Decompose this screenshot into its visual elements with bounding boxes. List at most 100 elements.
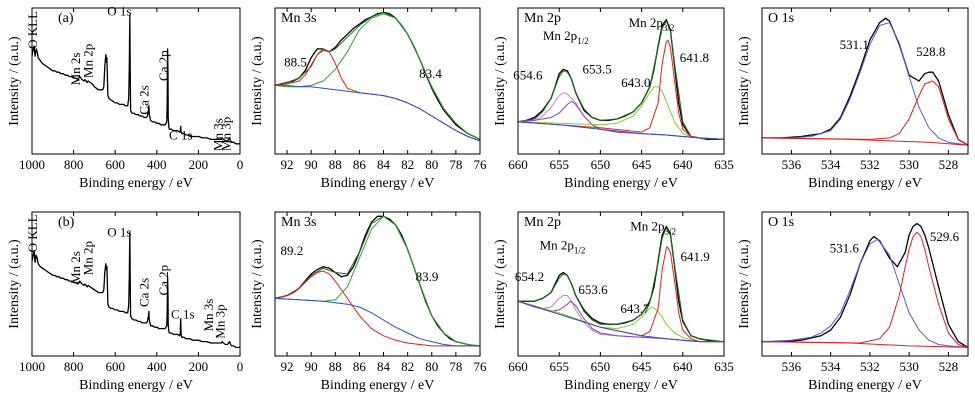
x-tick-label: 200 (189, 157, 209, 172)
x-tick-label: 90 (305, 359, 318, 374)
x-tick-label: 532 (860, 359, 880, 374)
panel-letter: (b) (58, 215, 75, 230)
x-tick-label: 600 (105, 359, 125, 374)
x-axis-label: Binding energy / eV (321, 378, 435, 393)
peak-label: Mn 2p (80, 241, 95, 275)
x-tick-label: 82 (401, 359, 414, 374)
x-tick-label: 800 (64, 157, 84, 172)
x-tick-label: 86 (353, 157, 367, 172)
y-axis-label: Intensity / (a.u.) (7, 36, 22, 126)
panel-title: Mn 3s (281, 11, 316, 26)
peak-label: Ca 2p (156, 265, 171, 296)
plot-frame (761, 211, 969, 357)
x-tick-label: 0 (237, 359, 244, 374)
series-line-raw-1 (762, 17, 969, 146)
series-line-component-3 (761, 80, 969, 146)
x-tick-label: 78 (449, 157, 462, 172)
x-axis-label: Binding energy / eV (564, 176, 678, 191)
series-line-component-2 (762, 22, 969, 146)
x-tick-label: 536 (782, 359, 802, 374)
series-line-background-4 (761, 341, 969, 348)
panel-title: Mn 2p (524, 11, 561, 26)
x-tick-label: 92 (281, 157, 294, 172)
x-tick-label: 640 (673, 157, 693, 172)
x-tick-label: 536 (782, 157, 802, 172)
x-tick-label: 650 (591, 157, 611, 172)
peak-label: 654.6 (513, 68, 543, 83)
peak-label: 529.6 (930, 229, 960, 244)
series-line-component-4 (517, 100, 725, 140)
peak-label: 83.4 (419, 66, 442, 81)
x-tick-label: 635 (714, 359, 734, 374)
peak-label: 653.5 (582, 62, 611, 77)
y-axis-label: Intensity / (a.u.) (250, 36, 265, 126)
panel-letter: (a) (58, 11, 74, 26)
x-tick-label: 88 (329, 359, 342, 374)
x-axis-label: Binding energy / eV (808, 176, 922, 191)
peak-label: Mn 3p (219, 117, 234, 151)
series-line-component-2 (761, 238, 969, 348)
x-tick-label: 600 (105, 157, 125, 172)
plot-frame (517, 7, 725, 155)
x-tick-label: 82 (401, 157, 414, 172)
peak-label: 641.8 (680, 50, 709, 65)
panel-1: 1000 800 600 400 200 0 Binding energy / eV Inte… (7, 3, 243, 191)
panel-8: 536 534 532 530 528 Binding energy / eV Intens… (737, 211, 969, 393)
x-tick-label: 800 (64, 359, 84, 374)
peak-label: 89.2 (281, 243, 304, 258)
peak-label: O KLL (25, 11, 40, 49)
series-line-background-4 (761, 137, 969, 146)
panel-6: 92 90 88 86 84 82 80 78 76 Binding energy / eV Int… (250, 211, 487, 393)
series-line-component-3 (761, 231, 969, 348)
x-tick-label: 90 (305, 157, 318, 172)
peak-label: C 1s (169, 127, 192, 142)
series-line-component-4 (274, 215, 481, 347)
series-line-envelope-2 (274, 215, 481, 347)
x-tick-label: 532 (860, 157, 880, 172)
x-tick-label: 88 (329, 157, 342, 172)
y-axis-label: Intensity / (a.u.) (737, 239, 752, 329)
plot-frame (274, 7, 481, 155)
x-axis-label: Binding energy / eV (321, 176, 435, 191)
x-tick-label: 655 (549, 157, 569, 172)
peak-label: Mn 2p3/2 (629, 15, 675, 33)
series-line-component-5 (517, 300, 724, 343)
panel-4: 536 534 532 530 528 Binding energy / eV Intens… (737, 7, 969, 191)
series-line-component-4 (274, 13, 481, 140)
x-tick-label: 655 (549, 359, 569, 374)
peak-label: 531.6 (830, 240, 860, 255)
series-line-raw-1 (274, 11, 481, 140)
plot-frame (761, 7, 969, 155)
x-tick-label: 660 (508, 359, 528, 374)
x-tick-label: 400 (147, 157, 167, 172)
panel-title: Mn 3s (281, 215, 316, 230)
peak-label: Ca 2s (136, 278, 151, 307)
series-line-envelope-2 (517, 20, 725, 140)
peak-label: Mn 2s (68, 53, 83, 86)
peak-label: 653.6 (578, 282, 608, 297)
panel-title: O 1s (768, 215, 794, 230)
y-axis-label: Intensity / (a.u.) (493, 36, 508, 126)
series-line-raw-1 (517, 19, 724, 141)
peak-label: 88.5 (284, 54, 307, 69)
series-line-raw-1 (762, 222, 969, 348)
x-tick-label: 86 (353, 359, 367, 374)
x-tick-label: 80 (425, 157, 438, 172)
series-line-background-7 (517, 300, 724, 343)
y-axis-label: Intensity / (a.u.) (7, 239, 22, 329)
x-axis-label: Binding energy / eV (79, 378, 193, 393)
peak-label: 641.9 (681, 249, 710, 264)
x-tick-label: 635 (714, 157, 734, 172)
x-tick-label: 534 (821, 157, 841, 172)
x-tick-label: 84 (377, 157, 391, 172)
peak-label: 643.0 (621, 75, 650, 90)
peak-label: Mn 3s (210, 118, 225, 151)
x-tick-label: 530 (899, 157, 919, 172)
x-tick-label: 76 (474, 157, 488, 172)
peak-label: 83.9 (416, 269, 439, 284)
x-tick-label: 528 (939, 359, 959, 374)
peak-label: 531.1 (840, 37, 869, 52)
series-line-raw-1 (31, 231, 240, 349)
peak-label: Mn 3p (212, 304, 227, 338)
